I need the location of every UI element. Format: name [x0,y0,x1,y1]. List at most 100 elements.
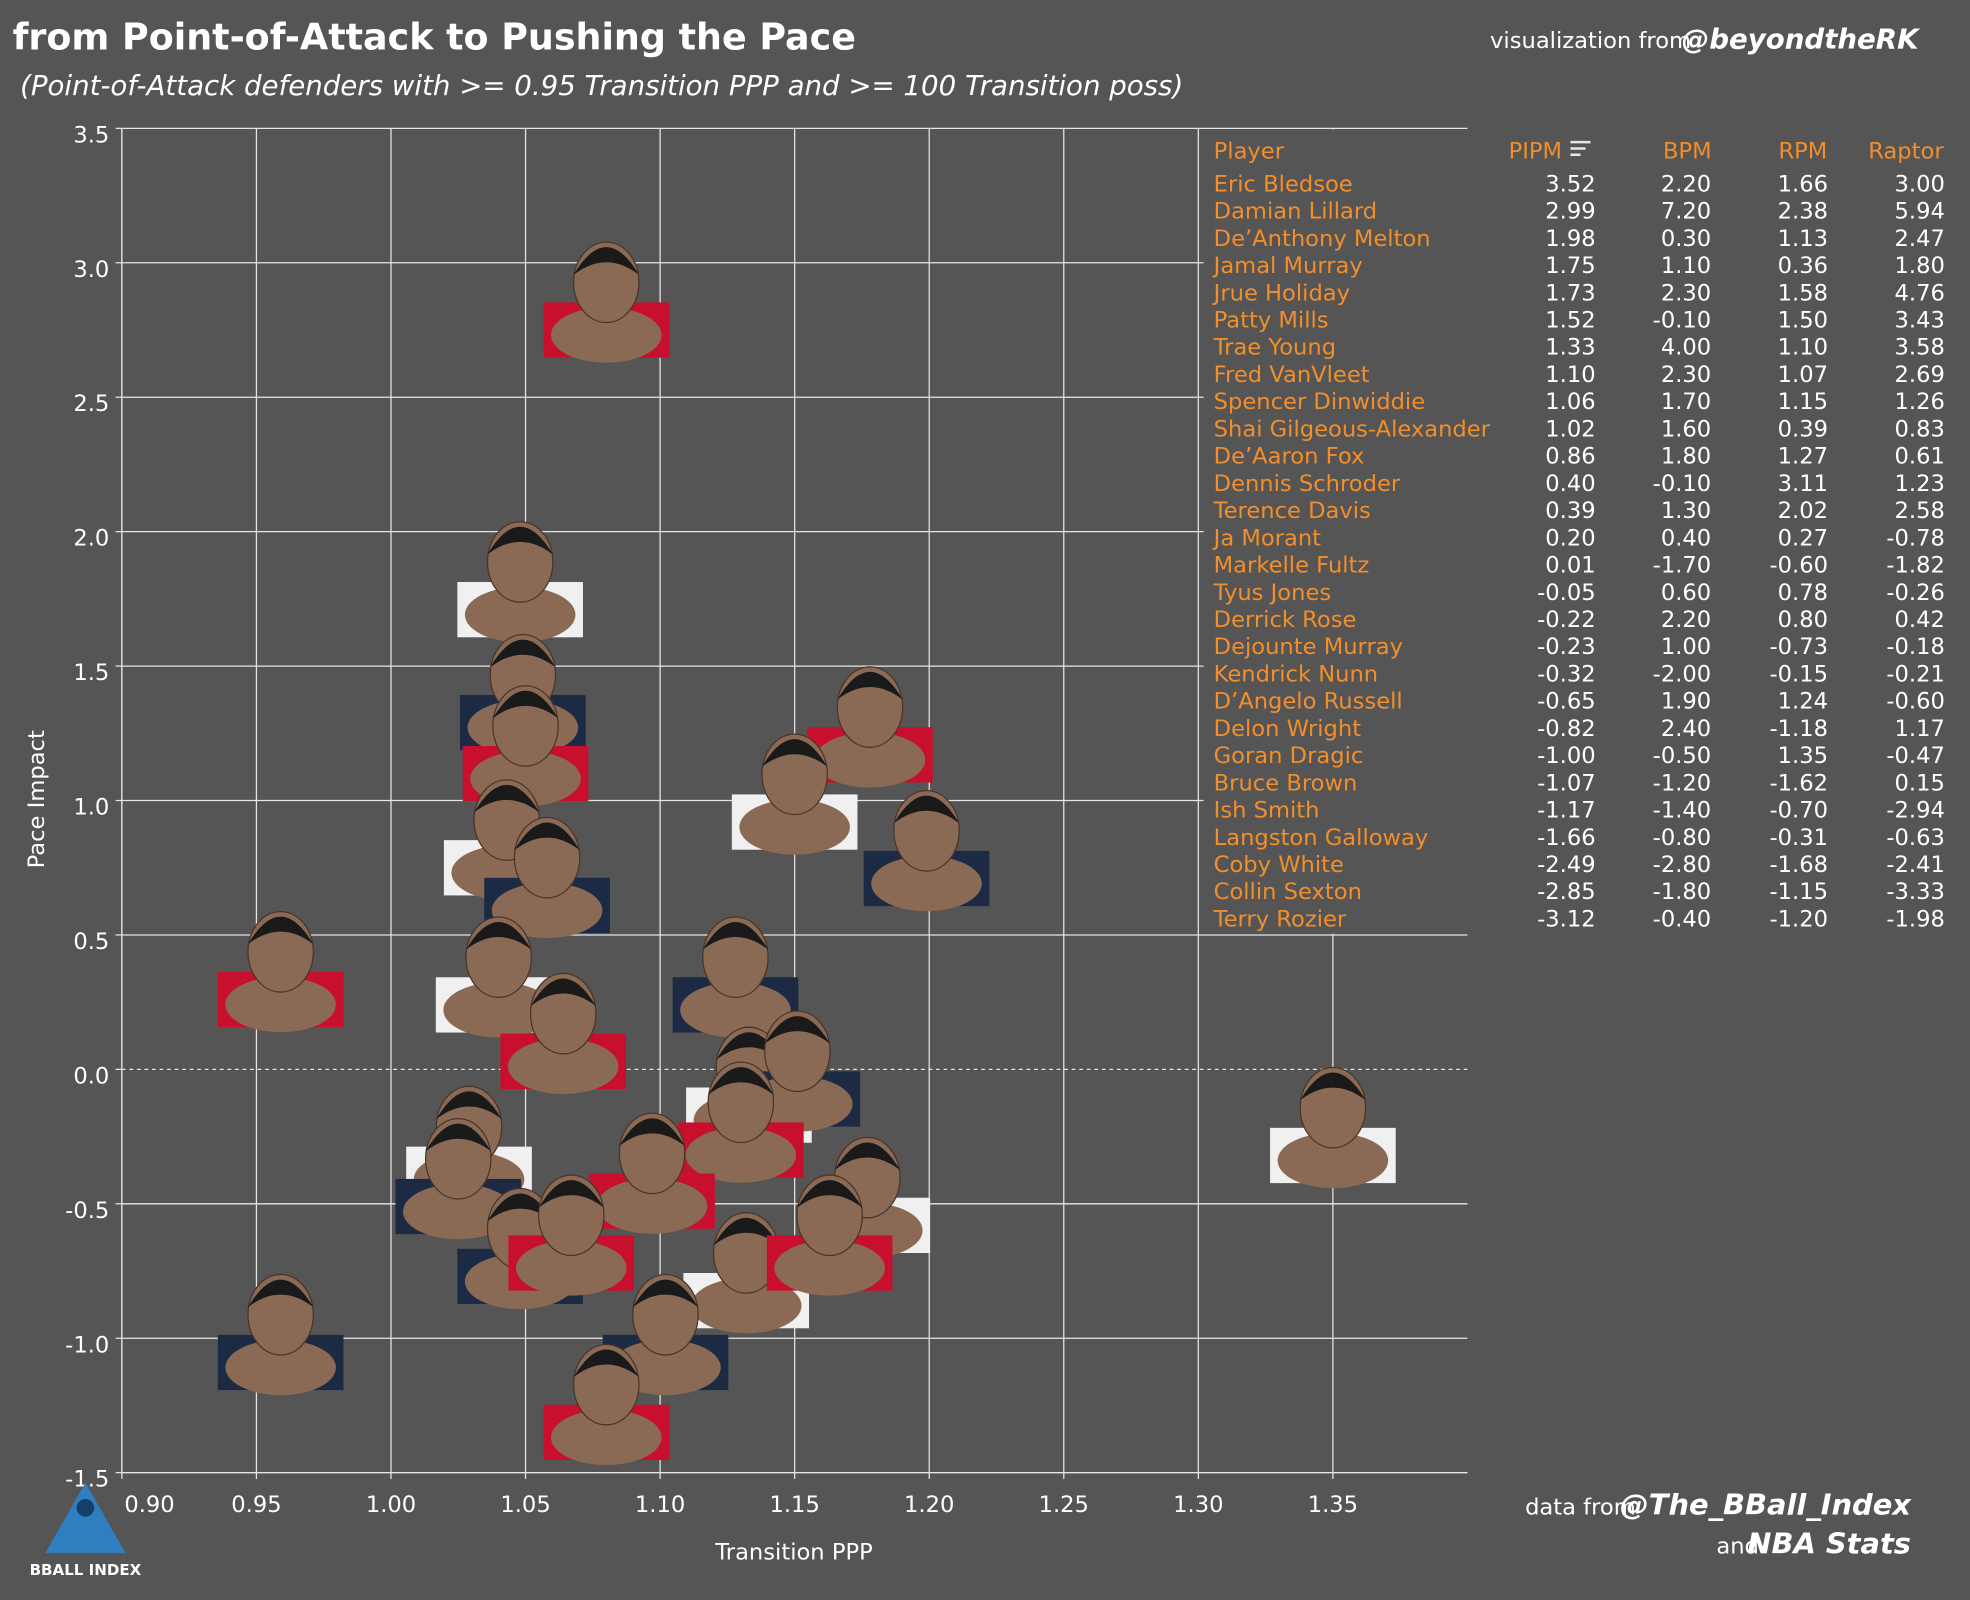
title: from Point-of-Attack to Pushing the Pace [13,16,856,59]
photo-hair [465,921,532,950]
stat-cell: 1.10 [1661,253,1711,279]
stat-cell: -1.80 [1653,879,1712,905]
table-header: Player [1214,139,1285,165]
y-tick-label: 2.5 [73,391,109,417]
player-name: Ish Smith [1214,798,1320,824]
stat-cell: -3.33 [1886,879,1945,905]
stat-cell: 0.78 [1778,580,1828,606]
stat-cell: 1.66 [1778,171,1828,197]
photo-hair [538,1180,604,1208]
player-name: Kendrick Nunn [1214,661,1378,687]
player-name: De’Anthony Melton [1214,226,1431,252]
stat-cell: 0.01 [1545,553,1595,579]
y-tick-label: 1.5 [73,660,109,686]
stat-cell: 1.15 [1778,389,1828,415]
photo-hair [764,1016,831,1044]
player-photo [863,789,990,912]
stat-cell: -1.82 [1886,553,1945,579]
stat-cell: 0.42 [1895,607,1945,633]
stat-cell: 0.61 [1895,444,1945,470]
stat-cell: 7.20 [1661,199,1711,225]
player-name: Langston Galloway [1214,825,1429,851]
stat-cell: 1.73 [1545,280,1595,306]
player-name: Collin Sexton [1214,879,1362,905]
photo-hair [247,1279,314,1308]
player-photo [508,1174,635,1296]
stat-cell: 2.58 [1895,498,1945,524]
stat-cell: 1.58 [1778,280,1828,306]
stat-cell: -1.15 [1770,879,1828,905]
x-tick-label: 1.10 [635,1492,685,1518]
photo-hair [474,784,540,813]
stat-cell: -1.07 [1537,770,1595,796]
stat-cell: 5.94 [1895,199,1945,225]
player-name: Damian Lillard [1214,199,1378,225]
stat-cell: -1.40 [1653,798,1712,824]
stat-cell: -0.73 [1770,634,1828,660]
stat-cell: 1.10 [1778,335,1828,361]
source-prefix: data from [1525,1494,1636,1520]
stat-cell: 1.70 [1661,389,1711,415]
stat-cell: -0.65 [1537,689,1595,715]
photo-shoulders [491,882,603,939]
player-photo [462,685,589,807]
stat-cell: -0.70 [1770,798,1828,824]
stat-cell: -1.17 [1537,798,1595,824]
player-photo [217,1273,344,1396]
stat-cell: 1.60 [1661,416,1711,442]
photo-hair [1300,1072,1366,1101]
photo-shoulders [464,587,576,643]
photo-shoulders [739,799,850,855]
player-photo [543,241,670,363]
table-background [1203,129,1970,934]
photo-shoulders [1277,1132,1389,1189]
player-photo [766,1174,893,1296]
credit-handle: @beyondtheRK [1682,22,1921,55]
stat-cell: -2.00 [1653,661,1712,687]
player-photo [589,1112,715,1234]
y-axis-title: Pace Impact [24,730,50,868]
stat-cell: 0.40 [1545,471,1595,497]
stat-cell: 0.83 [1895,416,1945,442]
stat-cell: 0.36 [1778,253,1828,279]
stat-cell: -0.21 [1886,661,1945,687]
photo-shoulders [507,1038,619,1095]
player-name: Trae Young [1213,335,1336,361]
player-name: Terry Rozier [1213,906,1347,932]
logo-triangle [45,1482,126,1554]
y-tick-label: 0.0 [73,1063,109,1089]
y-tick-label: 2.0 [73,526,109,552]
stat-cell: 1.27 [1778,444,1828,470]
y-tick-label: -0.5 [65,1198,109,1224]
photo-hair [632,1279,699,1308]
photo-shoulders [871,855,982,912]
logo: BBALL INDEX [30,1482,142,1579]
stat-cell: 1.23 [1895,471,1945,497]
stat-cell: -1.66 [1537,825,1595,851]
stat-cell: 3.11 [1778,471,1828,497]
stat-cell: -0.32 [1537,661,1595,687]
stat-cell: 0.39 [1778,416,1828,442]
player-photo [500,972,627,1095]
source-handle: @The_BBall_Index [1620,1488,1912,1522]
photo-hair [796,1180,863,1208]
stat-cell: 0.60 [1661,580,1711,606]
player-name: Goran Dragic [1214,743,1364,769]
stat-cell: -0.22 [1537,607,1595,633]
stat-cell: 2.20 [1661,171,1711,197]
stat-cell: -1.20 [1653,770,1712,796]
logo-text: BBALL INDEX [30,1561,142,1579]
player-name: Jamal Murray [1212,253,1363,279]
stat-cell: -2.41 [1886,852,1945,878]
stat-cell: 0.80 [1778,607,1828,633]
stat-cell: 0.30 [1661,226,1711,252]
photo-hair [619,1118,685,1146]
player-name: Patty Mills [1214,308,1329,334]
photo-hair [713,1217,779,1246]
player-name: D’Angelo Russell [1214,689,1403,715]
photo-hair [761,739,828,767]
photo-shoulders [443,982,554,1038]
stat-cell: 4.00 [1661,335,1711,361]
player-name: Spencer Dinwiddie [1214,389,1425,415]
